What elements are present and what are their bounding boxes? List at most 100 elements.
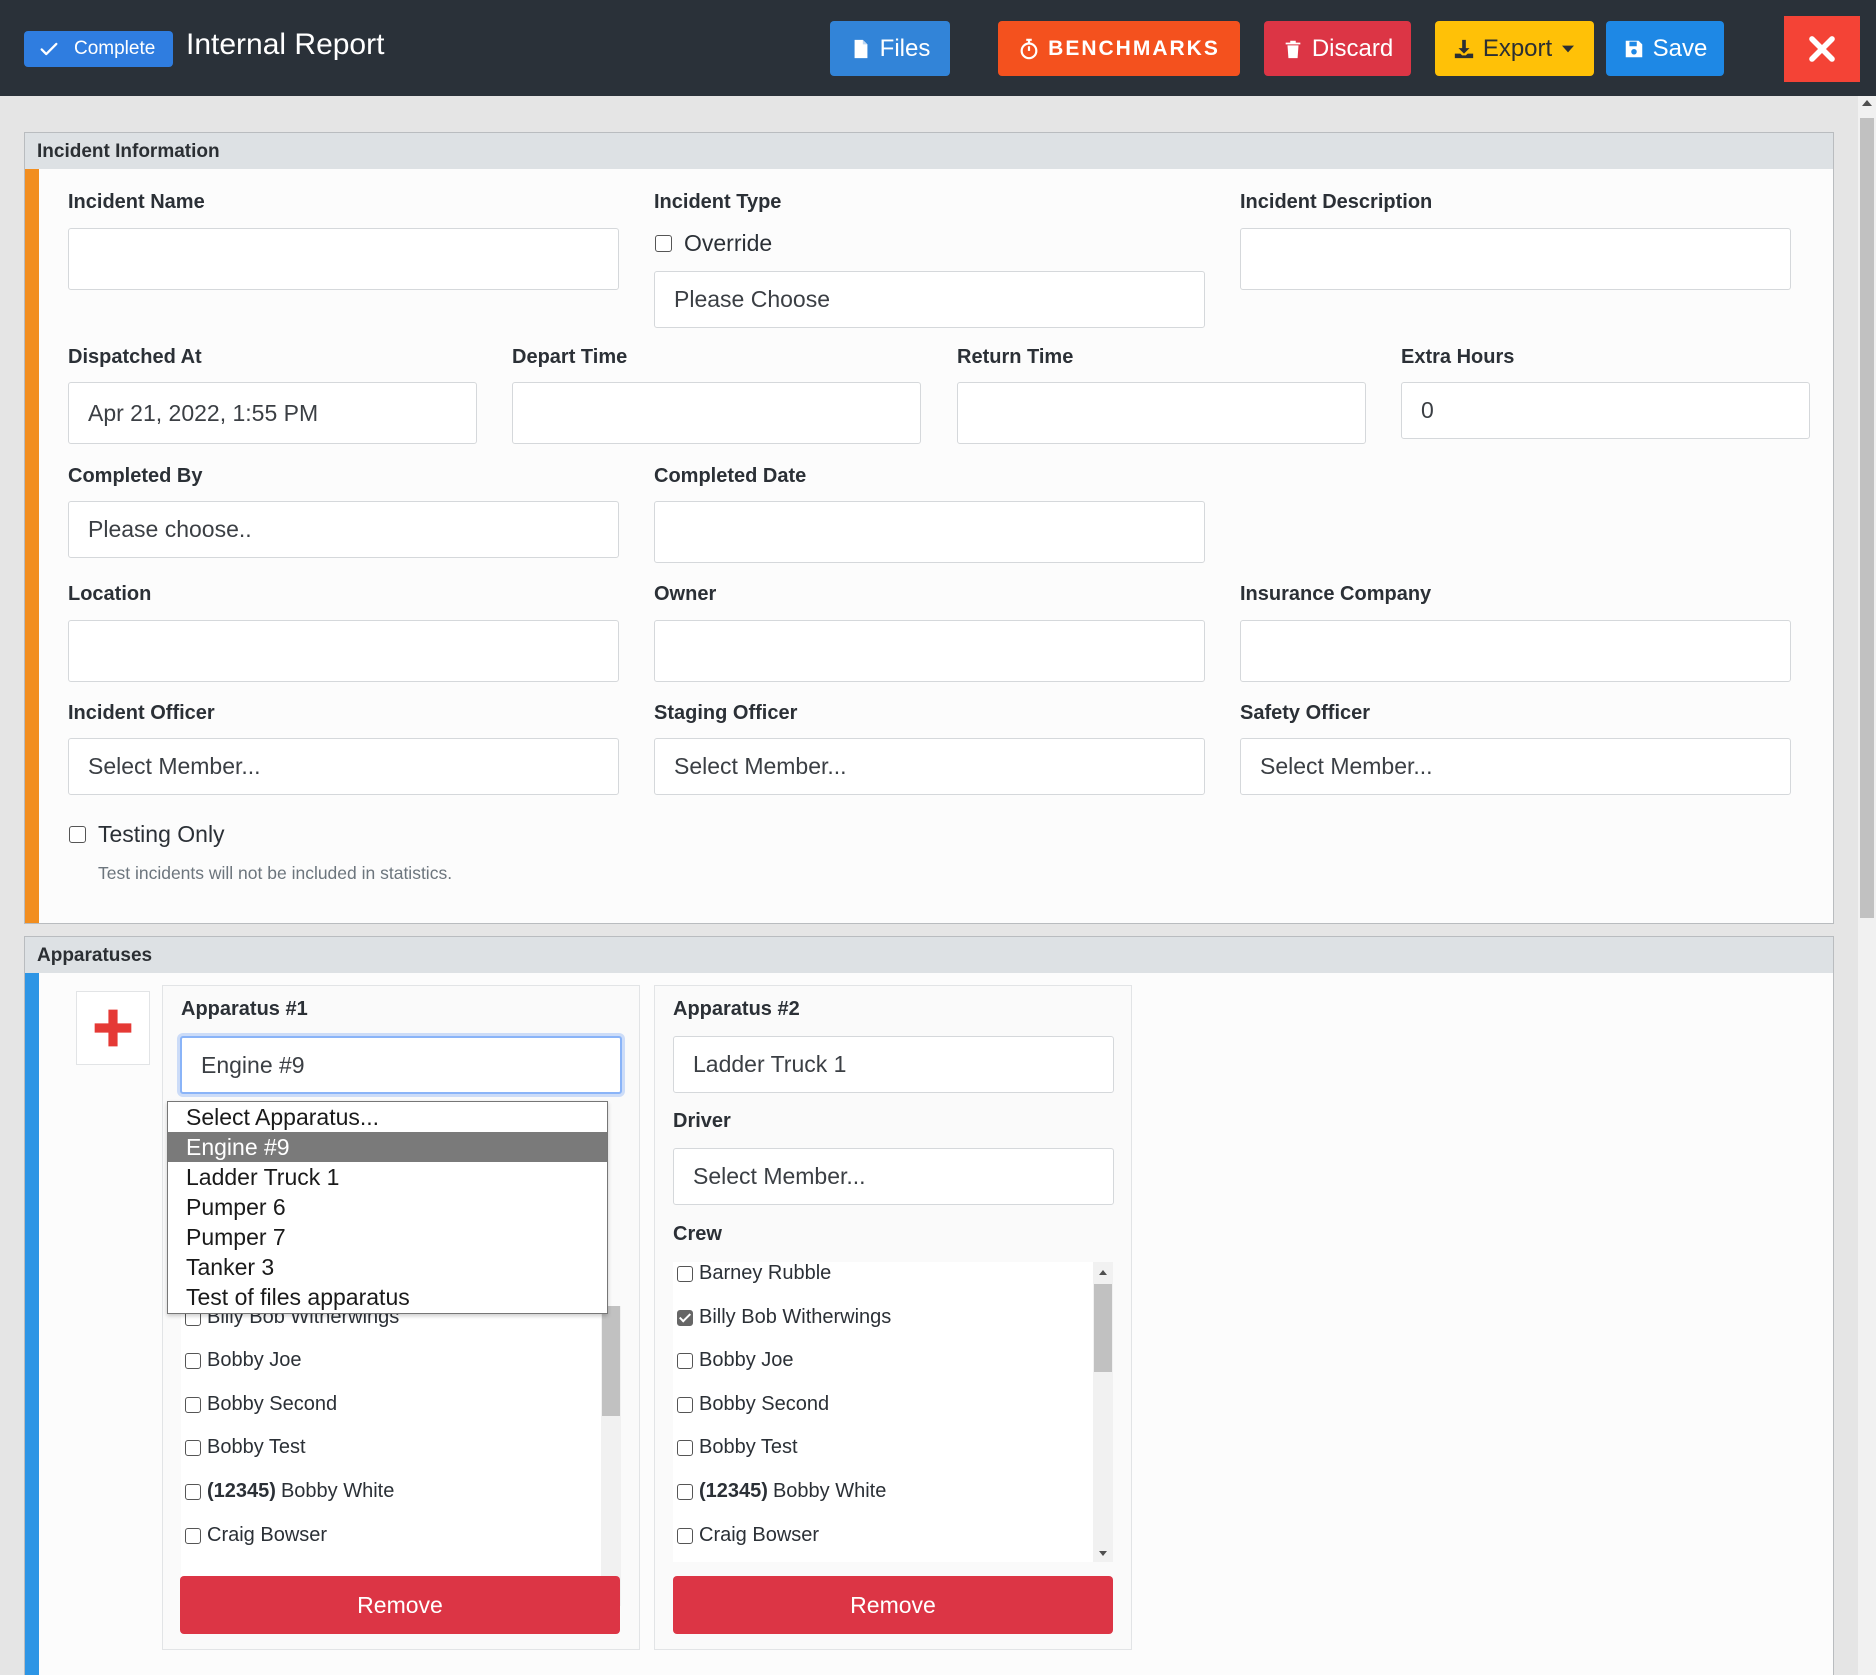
apparatus-dropdown-list[interactable]: Select Apparatus... Engine #9 Ladder Tru… — [167, 1101, 608, 1314]
extra-hours-label: Extra Hours — [1401, 346, 1515, 368]
depart-time-input[interactable] — [512, 382, 921, 444]
remove-button[interactable]: Remove — [673, 1576, 1113, 1634]
driver-label: Driver — [673, 1110, 731, 1132]
crew-checkbox[interactable] — [677, 1439, 693, 1456]
incident-description-label: Incident Description — [1240, 191, 1433, 213]
scroll-up-arrow-icon[interactable] — [1862, 100, 1872, 106]
page-scrollbar-thumb[interactable] — [1860, 118, 1874, 918]
close-icon — [1809, 36, 1835, 62]
crew-item[interactable]: (12345) Bobby White — [677, 1480, 886, 1503]
add-apparatus-button[interactable] — [76, 991, 150, 1065]
crew-checkbox[interactable] — [185, 1439, 201, 1456]
export-button[interactable]: Export — [1435, 21, 1594, 76]
crew-checkbox[interactable] — [185, 1527, 201, 1544]
staging-officer-select[interactable]: Select Member... — [654, 738, 1205, 795]
crew-checkbox[interactable] — [677, 1352, 693, 1369]
crew-item[interactable]: Bobby Joe — [677, 1349, 794, 1372]
dropdown-option[interactable]: Tanker 3 — [186, 1254, 275, 1280]
staging-officer-label: Staging Officer — [654, 702, 798, 724]
dropdown-option[interactable]: Ladder Truck 1 — [186, 1164, 340, 1190]
stopwatch-icon — [1020, 38, 1038, 59]
extra-hours-input[interactable]: 0 — [1401, 382, 1810, 439]
incident-type-select[interactable]: Please Choose — [654, 271, 1205, 328]
dropdown-option[interactable]: Test of files apparatus — [186, 1284, 410, 1310]
crew-name: Bobby Second — [207, 1393, 338, 1415]
completed-date-input[interactable] — [654, 501, 1205, 563]
apparatus-select[interactable]: Ladder Truck 1 — [673, 1036, 1114, 1093]
section-title: Incident Information — [25, 133, 1833, 169]
dropdown-option[interactable]: Pumper 7 — [186, 1224, 286, 1250]
crew-item[interactable]: Craig Bowser — [185, 1524, 327, 1547]
export-button-label: Export — [1482, 34, 1553, 62]
crew-item[interactable]: Bobby Test — [185, 1436, 306, 1459]
incident-type-label: Incident Type — [654, 191, 782, 213]
insurance-company-input[interactable] — [1240, 620, 1791, 682]
crew-checkbox[interactable] — [185, 1352, 201, 1369]
page-title: Internal Report — [186, 28, 385, 61]
crew-item[interactable]: Bobby Test — [677, 1436, 798, 1459]
crew-scrollbar-thumb[interactable] — [602, 1306, 620, 1416]
crew-list[interactable]: Barney Rubble Billy Bob Witherwings Bobb… — [673, 1262, 1113, 1562]
crew-item[interactable]: Billy Bob Witherwings — [677, 1306, 891, 1329]
crew-checkbox[interactable] — [677, 1483, 693, 1500]
files-button[interactable]: Files — [830, 21, 950, 76]
crew-name: Bobby Test — [699, 1436, 798, 1458]
save-button[interactable]: Save — [1606, 21, 1724, 76]
incident-officer-select[interactable]: Select Member... — [68, 738, 619, 795]
incident-description-input[interactable] — [1240, 228, 1791, 290]
return-time-input[interactable] — [957, 382, 1366, 444]
trash-icon — [1285, 40, 1301, 58]
dropdown-option-selected[interactable]: Engine #9 — [168, 1132, 607, 1162]
return-time-label: Return Time — [957, 346, 1074, 368]
testing-only-checkbox[interactable] — [69, 826, 86, 843]
crew-list[interactable]: Billy Bob Witherwings Bobby Joe Bobby Se… — [181, 1306, 621, 1606]
section-title: Apparatuses — [25, 937, 1833, 973]
crew-checkbox[interactable] — [677, 1396, 693, 1413]
discard-button[interactable]: Discard — [1264, 21, 1411, 76]
crew-checkbox[interactable] — [677, 1265, 693, 1282]
crew-item[interactable]: Bobby Joe — [185, 1349, 302, 1372]
scroll-up-arrow-icon[interactable] — [1099, 1270, 1107, 1275]
crew-item[interactable]: Bobby Second — [677, 1393, 829, 1416]
owner-input[interactable] — [654, 620, 1205, 682]
apparatuses-section: Apparatuses Apparatus #1 Engine #9 Billy… — [24, 936, 1834, 1675]
caret-down-icon — [1562, 45, 1575, 52]
dropdown-option[interactable]: Pumper 6 — [186, 1194, 286, 1220]
crew-checkbox[interactable] — [185, 1396, 201, 1413]
dispatched-at-label: Dispatched At — [68, 346, 202, 368]
crew-item[interactable]: Craig Bowser — [677, 1524, 819, 1547]
override-checkbox[interactable] — [655, 235, 672, 252]
incident-name-input[interactable] — [68, 228, 619, 290]
crew-checkbox-checked[interactable] — [677, 1309, 693, 1326]
top-bar: Complete Internal Report Files BENCHMARK… — [0, 0, 1876, 96]
crew-checkbox[interactable] — [677, 1527, 693, 1544]
crew-name: Bobby Joe — [207, 1349, 302, 1371]
status-badge: Complete — [24, 31, 173, 67]
crew-scrollbar-thumb[interactable] — [1094, 1284, 1112, 1372]
safety-officer-select[interactable]: Select Member... — [1240, 738, 1791, 795]
driver-select[interactable]: Select Member... — [673, 1148, 1114, 1205]
location-label: Location — [68, 583, 152, 605]
crew-name: Bobby White — [772, 1480, 887, 1502]
plus-icon — [94, 1009, 132, 1047]
incident-information-section: Incident Information Incident Name Incid… — [24, 132, 1834, 924]
download-icon — [1454, 39, 1473, 58]
crew-name: Bobby Test — [207, 1436, 306, 1458]
benchmarks-button[interactable]: BENCHMARKS — [998, 21, 1240, 76]
remove-button[interactable]: Remove — [180, 1576, 620, 1634]
apparatus-select[interactable]: Engine #9 — [180, 1036, 622, 1094]
dropdown-option[interactable]: Select Apparatus... — [186, 1104, 380, 1130]
completed-by-select[interactable]: Please choose.. — [68, 501, 619, 558]
completed-date-label: Completed Date — [654, 465, 807, 487]
apparatuses-body: Apparatus #1 Engine #9 Billy Bob Witherw… — [25, 973, 1833, 1675]
completed-by-label: Completed By — [68, 465, 203, 487]
location-input[interactable] — [68, 620, 619, 682]
crew-item[interactable]: Bobby Second — [185, 1393, 337, 1416]
crew-item[interactable]: Barney Rubble — [677, 1262, 831, 1285]
dispatched-at-input[interactable]: Apr 21, 2022, 1:55 PM — [68, 382, 477, 444]
save-button-label: Save — [1652, 34, 1708, 62]
crew-checkbox[interactable] — [185, 1483, 201, 1500]
close-button[interactable] — [1784, 16, 1860, 82]
scroll-down-arrow-icon[interactable] — [1099, 1551, 1107, 1556]
crew-item[interactable]: (12345) Bobby White — [185, 1480, 394, 1503]
